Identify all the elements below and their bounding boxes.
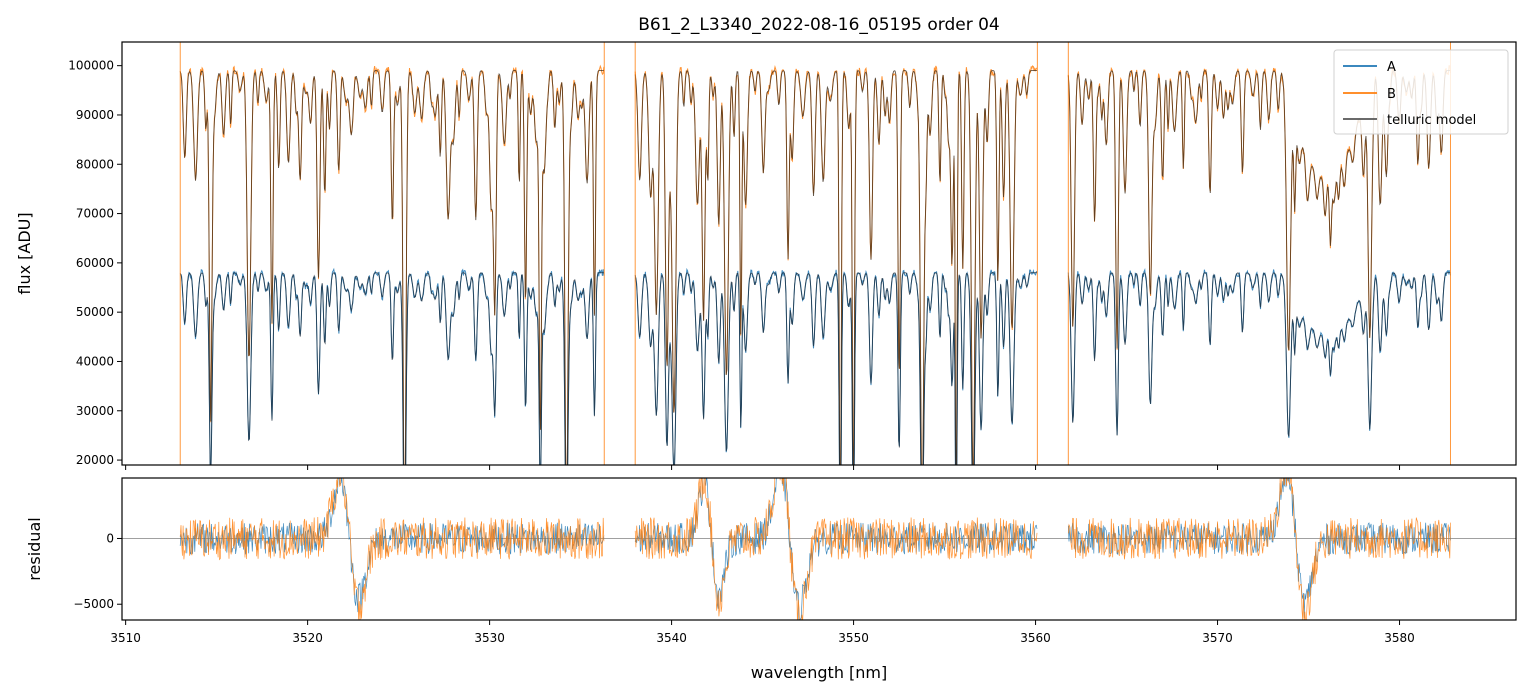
- top-y-ticks: 20000 30000 40000 50000 60000 70000 80000 90000…: [68, 59, 122, 467]
- legend-label-telluric: telluric model: [1387, 113, 1476, 128]
- top-y-axis-label: flux [ADU]: [15, 212, 34, 294]
- legend-label-b: B: [1387, 87, 1396, 102]
- residual-x-tick-label: 3540: [656, 631, 687, 645]
- legend-box: [1333, 49, 1509, 135]
- residual-x-tick-label: 3560: [1020, 631, 1051, 645]
- legend-label-a: A: [1387, 60, 1396, 75]
- top-x-ticks: [125, 465, 1401, 470]
- residual-x-tick-label: 3530: [474, 631, 505, 645]
- residual-plot: −50000 3510 3520 3530 3540 3550 3560 3570 3580 …: [25, 477, 1517, 682]
- residual-x-tick-label: 3580: [1384, 631, 1415, 645]
- residual-x-ticks: 3510 3520 3530 3540 3550 3560 3570 3580: [110, 620, 1415, 645]
- residual-a-line: [179, 478, 1451, 620]
- chart-title: B61_2_L3340_2022-08-16_05195 order 04: [638, 15, 1000, 35]
- top-y-tick-label: 40000: [76, 354, 114, 368]
- telluric-model-b-line: [179, 70, 1451, 465]
- top-y-tick-label: 90000: [76, 108, 114, 122]
- legend: A B telluric model: [1333, 49, 1509, 135]
- residual-x-tick-label: 3520: [292, 631, 323, 645]
- top-y-tick-label: 30000: [76, 404, 114, 418]
- residual-y-tick-label: 0: [106, 531, 114, 545]
- top-y-tick-label: 50000: [76, 305, 114, 319]
- x-axis-label: wavelength [nm]: [751, 663, 888, 682]
- top-y-tick-label: 100000: [68, 59, 114, 73]
- residual-y-ticks: −5000 0: [73, 531, 122, 611]
- residual-y-tick-label: −5000: [73, 597, 114, 611]
- top-plot-frame: [121, 41, 1517, 466]
- top-plot: 20000 30000 40000 50000 60000 70000 80000 90000…: [15, 41, 1517, 470]
- top-plot-background: [122, 42, 1516, 465]
- residual-series-group: [122, 478, 1516, 620]
- residual-x-tick-label: 3510: [110, 631, 141, 645]
- residual-x-tick-label: 3550: [838, 631, 869, 645]
- top-y-tick-label: 20000: [76, 453, 114, 467]
- residual-plot-frame: [121, 477, 1517, 621]
- telluric-model-a-line: [179, 272, 1451, 465]
- top-y-tick-label: 70000: [76, 207, 114, 221]
- top-y-tick-label: 60000: [76, 256, 114, 270]
- residual-x-tick-label: 3570: [1202, 631, 1233, 645]
- residual-y-axis-label: residual: [25, 517, 44, 580]
- top-y-tick-label: 80000: [76, 157, 114, 171]
- residual-b-line: [179, 478, 1451, 620]
- top-series-group: [179, 42, 1451, 465]
